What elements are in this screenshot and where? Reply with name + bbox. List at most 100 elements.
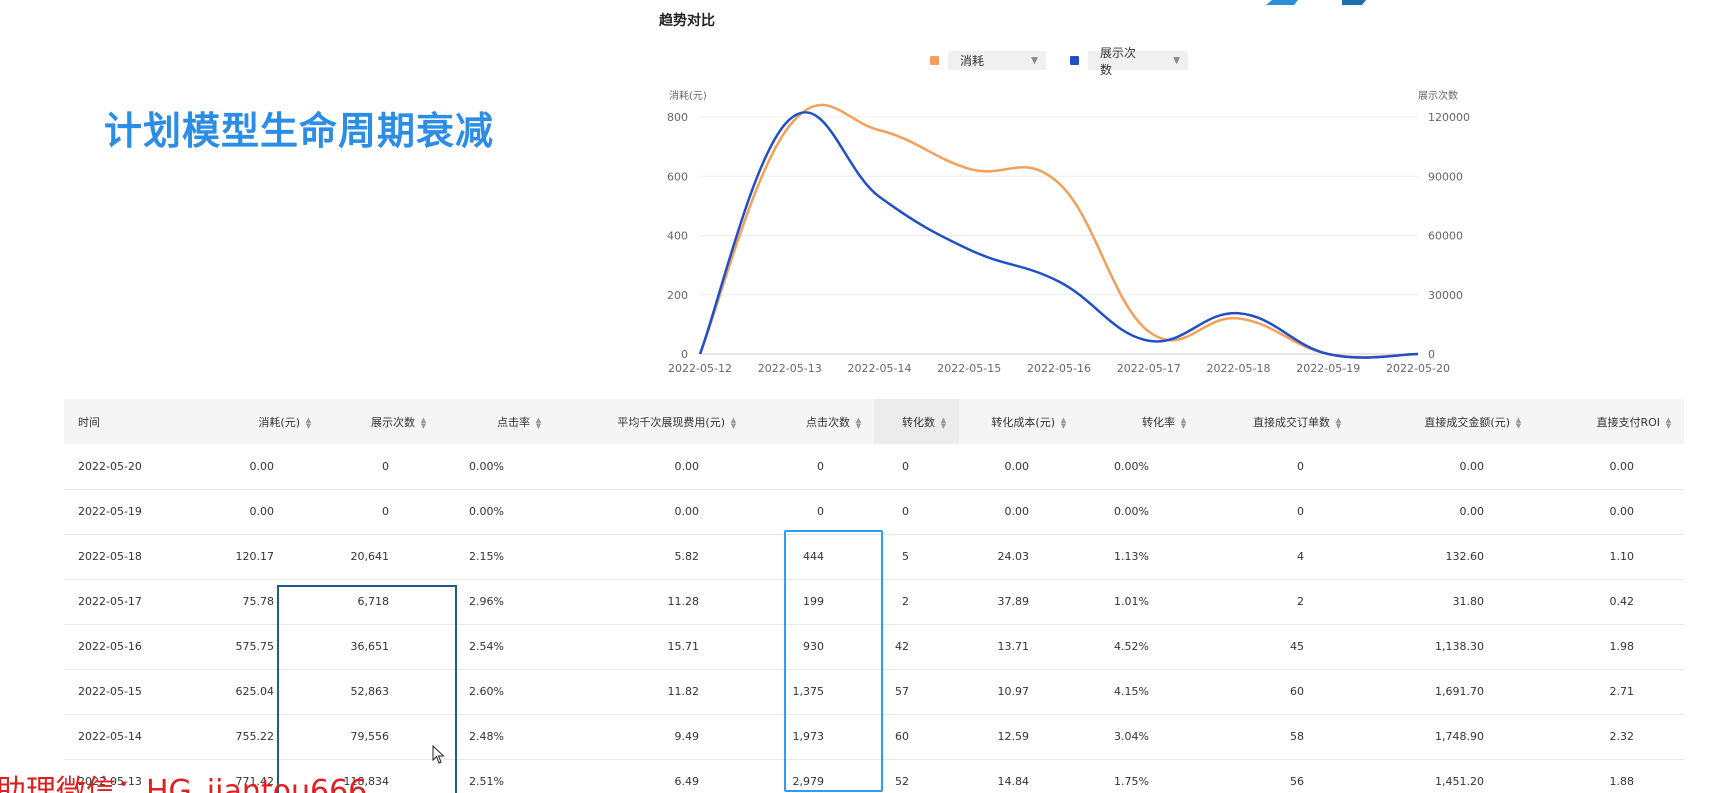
y-right-tick-label: 120000 [1428, 111, 1470, 124]
table-cell: 1.13% [1079, 534, 1199, 580]
sort-icon[interactable]: ▲ ▼ [305, 415, 312, 430]
table-cell: 75.78 [214, 579, 324, 625]
table-cell: 1,748.90 [1354, 714, 1534, 760]
legend-select-impressions[interactable]: 展示次数 ▼ [1088, 46, 1188, 77]
sort-icon[interactable]: ▲ ▼ [1060, 415, 1067, 430]
table-cell: 930 [749, 624, 874, 670]
table-cell: 0.42 [1534, 579, 1684, 625]
sort-icon[interactable]: ▲ ▼ [1665, 415, 1672, 430]
mouse-cursor-icon [432, 745, 445, 764]
table-cell: 0.00% [1079, 489, 1199, 535]
y-left-tick-label: 400 [667, 230, 688, 243]
table-cell: 4.52% [1079, 624, 1199, 670]
x-tick-label: 2022-05-16 [1027, 362, 1091, 375]
table-cell: 625.04 [214, 669, 324, 715]
table-cell: 0 [1199, 489, 1354, 535]
table-row: 2022-05-16 575.75 36,651 2.54% 15.71 930 42 13.… [64, 624, 1684, 670]
column-header[interactable]: 平均千次展现费用(元) ▲ ▼ [554, 399, 749, 444]
column-header[interactable]: 转化数 ▲ ▼ [874, 399, 959, 444]
sort-icon[interactable]: ▲ ▼ [1515, 415, 1522, 430]
column-header[interactable]: 直接支付ROI ▲ ▼ [1534, 399, 1684, 444]
legend-label-cost: 消耗 [960, 54, 985, 68]
table-cell: 0 [324, 444, 439, 490]
table-cell: 42 [874, 624, 959, 670]
table-cell: 1,691.70 [1354, 669, 1534, 715]
column-header[interactable]: 直接成交订单数 ▲ ▼ [1199, 399, 1354, 444]
table-cell: 2.51% [439, 759, 554, 793]
sort-icon[interactable]: ▲ ▼ [420, 415, 427, 430]
table-cell: 2022-05-20 [64, 444, 214, 490]
table-cell: 2022-05-16 [64, 624, 214, 670]
x-tick-label: 2022-05-12 [668, 362, 732, 375]
table-cell: 0.00% [439, 489, 554, 535]
table-cell: 0 [874, 444, 959, 490]
table-cell: 31.80 [1354, 579, 1534, 625]
sort-icon[interactable]: ▲ ▼ [855, 415, 862, 430]
table-cell: 3.04% [1079, 714, 1199, 760]
table-cell: 2.96% [439, 579, 554, 625]
column-header-label: 展示次数 [371, 415, 415, 429]
table-header-row: 时间 消耗(元) ▲ ▼ 展示次数 ▲ ▼ 点击率 ▲ ▼ 平均千次展现费用(元) ▲ ▼ 点击次数 ▲ ▼ 转… [64, 399, 1684, 444]
table-cell: 11.82 [554, 669, 749, 715]
column-header[interactable]: 展示次数 ▲ ▼ [324, 399, 439, 444]
y-left-tick-label: 0 [681, 348, 688, 361]
table-cell: 2.15% [439, 534, 554, 580]
table-cell: 2022-05-14 [64, 714, 214, 760]
column-header[interactable]: 直接成交金额(元) ▲ ▼ [1354, 399, 1534, 444]
legend-swatch-impressions [1070, 56, 1079, 65]
table-row: 2022-05-13 771.42 118,834 2.51% 6.49 2,979 52 1… [64, 759, 1684, 793]
y-left-tick-label: 200 [667, 289, 688, 302]
table-cell: 13.71 [959, 624, 1079, 670]
table-cell: 199 [749, 579, 874, 625]
table-cell: 52 [874, 759, 959, 793]
x-tick-label: 2022-05-20 [1386, 362, 1450, 375]
legend-swatch-cost [930, 56, 939, 65]
table-row: 2022-05-17 75.78 6,718 2.96% 11.28 199 2 37.89 1… [64, 579, 1684, 625]
slide-title: 计划模型生命周期衰减 [104, 109, 495, 153]
table-cell: 0.00 [214, 489, 324, 535]
x-tick-label: 2022-05-15 [937, 362, 1001, 375]
legend-select-cost[interactable]: 消耗 ▼ [948, 51, 1046, 70]
column-header-label: 时间 [78, 415, 100, 429]
table-cell: 2 [874, 579, 959, 625]
table-cell: 36,651 [324, 624, 439, 670]
table-cell: 771.42 [214, 759, 324, 793]
column-header[interactable]: 转化成本(元) ▲ ▼ [959, 399, 1079, 444]
y-right-tick-label: 90000 [1428, 170, 1463, 183]
x-tick-label: 2022-05-19 [1296, 362, 1360, 375]
table-cell: 1,138.30 [1354, 624, 1534, 670]
table-cell: 0 [749, 489, 874, 535]
column-header[interactable]: 点击率 ▲ ▼ [439, 399, 554, 444]
table-cell: 57 [874, 669, 959, 715]
table-cell: 120.17 [214, 534, 324, 580]
chart-legend: 消耗 ▼ 展示次数 ▼ [930, 46, 1188, 77]
column-header-label: 直接成交金额(元) [1424, 415, 1510, 429]
sort-icon[interactable]: ▲ ▼ [1180, 415, 1187, 430]
column-header[interactable]: 点击次数 ▲ ▼ [749, 399, 874, 444]
column-header[interactable]: 消耗(元) ▲ ▼ [214, 399, 324, 444]
sort-icon[interactable]: ▲ ▼ [1335, 415, 1342, 430]
table-cell: 6,718 [324, 579, 439, 625]
legend-item-cost[interactable]: 消耗 ▼ [930, 51, 1046, 70]
y-right-tick-label: 60000 [1428, 230, 1463, 243]
series-line-cost [698, 103, 1419, 359]
column-header-label: 直接支付ROI [1596, 415, 1660, 429]
legend-item-impressions[interactable]: 展示次数 ▼ [1070, 46, 1188, 77]
table-cell: 2.32 [1534, 714, 1684, 760]
column-header[interactable]: 转化率 ▲ ▼ [1079, 399, 1199, 444]
y-right-axis-title: 展示次数 [1418, 91, 1458, 102]
table-cell: 0.00 [1534, 444, 1684, 490]
sort-icon[interactable]: ▲ ▼ [940, 415, 947, 430]
table-cell: 24.03 [959, 534, 1079, 580]
table-cell: 132.60 [1354, 534, 1534, 580]
y-right-tick-label: 0 [1428, 348, 1435, 361]
table-body: 2022-05-20 0.00 0 0.00% 0.00 0 0 0.00 0.00% 0 0.00… [64, 444, 1684, 793]
y-left-tick-label: 600 [667, 170, 688, 183]
table-cell: 1.10 [1534, 534, 1684, 580]
table-cell: 4 [1199, 534, 1354, 580]
watermark-text: 助理微信：HG_jiantou666 [0, 774, 368, 793]
table-cell: 118,834 [324, 759, 439, 793]
table-cell: 45 [1199, 624, 1354, 670]
sort-icon[interactable]: ▲ ▼ [730, 415, 737, 430]
sort-icon[interactable]: ▲ ▼ [535, 415, 542, 430]
